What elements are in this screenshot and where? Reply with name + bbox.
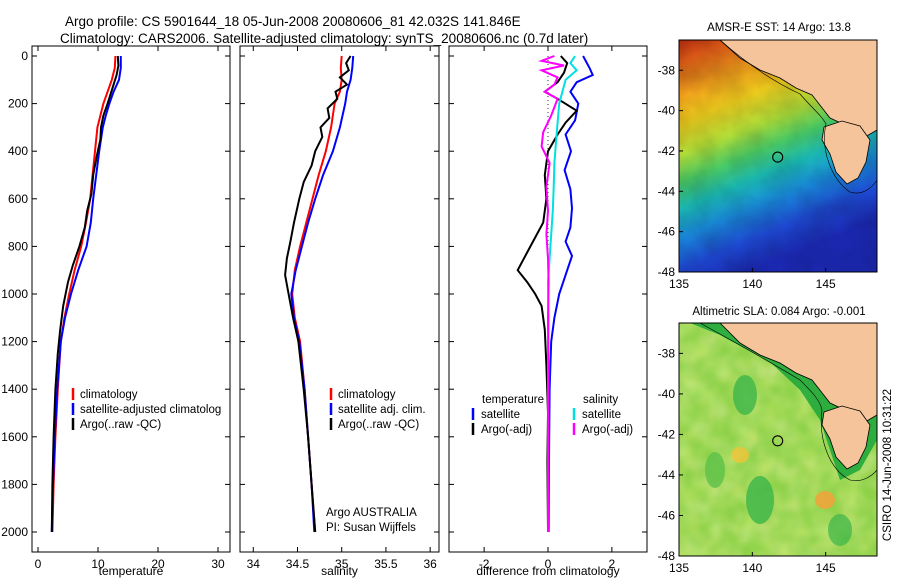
- map-y-tick-label: -48: [658, 265, 676, 279]
- x-tick-label: 20: [151, 557, 165, 571]
- y-tick-label: 800: [8, 239, 28, 253]
- x-axis-label: temperature: [99, 564, 164, 578]
- series-line-1: [291, 55, 343, 533]
- legend-label: Argo(-adj): [481, 424, 532, 436]
- plot-frame: [239, 45, 440, 553]
- shelf-contour-2: [699, 323, 877, 481]
- x-tick-label: -2: [479, 557, 490, 571]
- y-tick-label: 400: [8, 144, 28, 158]
- shelf-contour: [719, 40, 877, 194]
- x-tick-label: 0: [545, 557, 552, 571]
- map-y-tick-label: -44: [658, 184, 676, 198]
- y-tick-label: 1200: [1, 335, 28, 349]
- y-tick-label: 1800: [1, 477, 28, 491]
- sla-map-panel: Altimetric SLA: 0.084 Argo: -0.001 135 14…: [658, 306, 878, 575]
- map-y-tick-label: -42: [658, 144, 676, 158]
- legend-heading-temperature: temperature: [482, 394, 544, 406]
- legend-label: climatology: [80, 389, 138, 401]
- plot-frame: [31, 45, 231, 553]
- sla-map-frame: [678, 322, 878, 557]
- map-y-tick-label: -46: [658, 225, 676, 239]
- series-line-2: [50, 56, 122, 533]
- australia-mainland-land-2: [719, 323, 877, 426]
- map-x-tick-label: 140: [742, 277, 762, 291]
- legend-label: Argo(..raw -QC): [338, 419, 419, 431]
- map-x-tick-label: 135: [669, 277, 689, 291]
- sla-map-title: Altimetric SLA: 0.084 Argo: -0.001: [692, 306, 865, 318]
- legend-label: satellite adj. clim.: [338, 404, 426, 416]
- float-location-marker: [772, 151, 784, 163]
- x-tick-label: 10: [91, 557, 105, 571]
- map-y-tick-label: -38: [658, 346, 676, 360]
- series-line-2: [290, 55, 355, 533]
- x-tick-label: 34: [247, 557, 261, 571]
- y-tick-label: 1600: [1, 430, 28, 444]
- pi-label: PI: Susan Wijffels: [326, 522, 416, 534]
- map-x-tick-label: 135: [669, 561, 689, 575]
- y-tick-label: 200: [8, 97, 28, 111]
- x-tick-label: 0: [35, 557, 42, 571]
- salinity-profile-panel: 34 34.5 35 35.5 36 salinity climatology satelli…: [239, 45, 440, 578]
- y-tick-label: 0: [21, 49, 28, 63]
- legend-label: satellite: [481, 409, 520, 421]
- legend-label: Argo(-adj): [582, 424, 633, 436]
- map-x-tick-label: 145: [816, 561, 836, 575]
- x-tick-label: 2: [609, 557, 616, 571]
- map-y-tick-label: -38: [658, 63, 676, 77]
- x-tick-label: 30: [211, 557, 225, 571]
- y-tick-label: 1000: [1, 287, 28, 301]
- x-axis-label: salinity: [321, 564, 358, 578]
- y-tick-label: 2000: [1, 525, 28, 539]
- sst-map-panel: AMSR-E SST: 14 Argo: 13.8 135 140 145 -38 -4…: [658, 22, 878, 291]
- x-axis-label: difference from climatology: [476, 564, 619, 578]
- tasmania-land: [821, 120, 871, 185]
- y-tick-label: 1400: [1, 382, 28, 396]
- float-location-marker-2: [772, 435, 784, 447]
- figure-title-line1: Argo profile: CS 5901644_18 05-Jun-2008 …: [65, 14, 521, 29]
- series-line-3: [284, 55, 352, 533]
- institution-label: Argo AUSTRALIA: [326, 507, 417, 519]
- map-y-tick-label: -46: [658, 508, 676, 522]
- series-line-1: [51, 55, 117, 533]
- legend-label: satellite: [582, 409, 621, 421]
- series-line-1: [547, 55, 595, 533]
- x-tick-label: 36: [423, 557, 437, 571]
- map-y-tick-label: -44: [658, 468, 676, 482]
- map-y-tick-label: -40: [658, 104, 676, 118]
- map-y-tick-label: -40: [658, 387, 676, 401]
- legend-label: satellite-adjusted climatolog: [80, 404, 221, 416]
- temperature-profile-panel: 0 10 20 30 temperature 0 200 400 600 800 1000 1200 1…: [1, 45, 231, 578]
- figure-title-line2: Climatology: CARS2006. Satellite-adjuste…: [60, 31, 588, 46]
- sst-map-frame: [678, 39, 878, 273]
- sst-map-title: AMSR-E SST: 14 Argo: 13.8: [707, 22, 851, 34]
- legend-label: Argo(..raw -QC): [80, 419, 161, 431]
- map-y-tick-label: -48: [658, 549, 676, 563]
- series-line-4: [538, 55, 565, 532]
- x-tick-label: 35: [335, 557, 349, 571]
- map-x-tick-label: 145: [816, 277, 836, 291]
- timestamp-label: CSIRO 14-Jun-2008 10:31:22: [882, 389, 894, 541]
- legend-heading-salinity: salinity: [583, 394, 618, 406]
- x-tick-label: 35.5: [374, 557, 398, 571]
- y-tick-label: 600: [8, 192, 28, 206]
- australia-mainland-land: [719, 40, 877, 141]
- map-y-tick-label: -42: [658, 427, 676, 441]
- tasmania-land-2: [821, 405, 871, 470]
- x-tick-label: 34.5: [286, 557, 310, 571]
- series-line-3: [50, 55, 120, 533]
- legend-label: climatology: [338, 389, 396, 401]
- map-x-tick-label: 140: [742, 561, 762, 575]
